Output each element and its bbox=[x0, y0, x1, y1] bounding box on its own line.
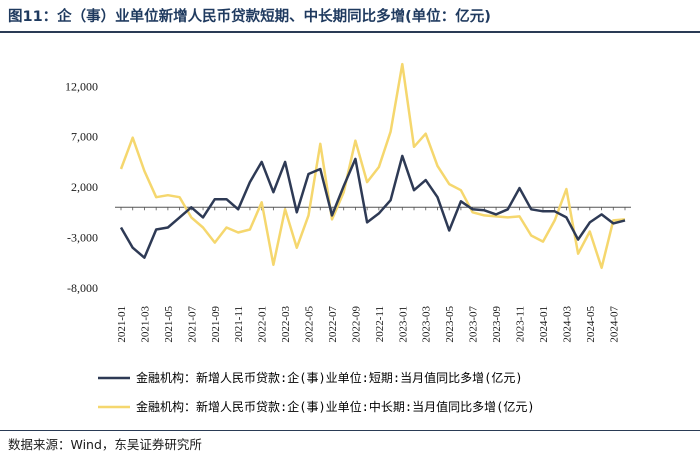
x-tick-label: 2021-07 bbox=[186, 306, 198, 343]
x-tick-label: 2024-07 bbox=[608, 306, 620, 343]
x-tick-label: 2024-01 bbox=[538, 306, 550, 343]
x-tick-label: 2021-09 bbox=[210, 306, 222, 343]
x-tick-label: 2021-03 bbox=[139, 306, 151, 343]
chart-title: 图11：企（事）业单位新增人民币贷款短期、中长期同比多增(单位：亿元) bbox=[8, 9, 491, 25]
title-divider bbox=[0, 31, 700, 33]
x-tick-label: 2023-07 bbox=[468, 306, 480, 343]
y-tick-label: -3,000 bbox=[67, 231, 98, 245]
x-tick-label: 2021-01 bbox=[116, 306, 128, 343]
x-tick-label: 2022-09 bbox=[350, 306, 362, 343]
x-tick-label: 2024-03 bbox=[561, 306, 573, 343]
x-tick-label: 2023-09 bbox=[491, 306, 503, 343]
x-tick-label: 2024-05 bbox=[585, 306, 597, 343]
x-tick-label: 2023-01 bbox=[397, 306, 409, 343]
legend: 金融机构：新增人民币贷款:企(事)业单位:短期:当月值同比多增(亿元) 金融机构… bbox=[98, 370, 535, 414]
x-tick-label: 2023-03 bbox=[421, 306, 433, 343]
x-tick-label: 2022-11 bbox=[374, 306, 386, 342]
legend-label-short-term: 金融机构：新增人民币贷款:企(事)业单位:短期:当月值同比多增(亿元) bbox=[136, 370, 523, 385]
legend-label-long-term: 金融机构：新增人民币贷款:企(事)业单位:中长期:当月值同比多增(亿元) bbox=[136, 399, 535, 414]
series-lines bbox=[119, 62, 626, 270]
series-line-long-term bbox=[119, 62, 626, 270]
x-tick-label: 2022-05 bbox=[304, 306, 316, 343]
x-tick-label: 2023-11 bbox=[515, 306, 527, 342]
x-tick-label: 2021-11 bbox=[233, 306, 245, 342]
x-tick-label: 2022-03 bbox=[280, 306, 292, 343]
x-tick-label: 2022-07 bbox=[327, 306, 339, 343]
x-axis: 2021-01 2021-03 2021-05 2021-07 2021-09 2021-… bbox=[115, 206, 631, 343]
y-tick-label: 7,000 bbox=[71, 130, 98, 144]
y-tick-label: -8,000 bbox=[67, 281, 98, 295]
series-line-short-term bbox=[119, 154, 626, 259]
x-tick-label: 2023-05 bbox=[444, 306, 456, 343]
source-note: 数据来源：Wind，东吴证券研究所 bbox=[8, 437, 202, 452]
x-tick-label: 2022-01 bbox=[257, 306, 269, 343]
y-axis: -8,000 -3,000 2,000 7,000 12,000 bbox=[65, 79, 98, 295]
footer-divider bbox=[0, 430, 700, 431]
x-tick-label: 2021-05 bbox=[163, 306, 175, 343]
y-tick-label: 2,000 bbox=[71, 180, 98, 194]
y-tick-label: 12,000 bbox=[65, 79, 98, 93]
